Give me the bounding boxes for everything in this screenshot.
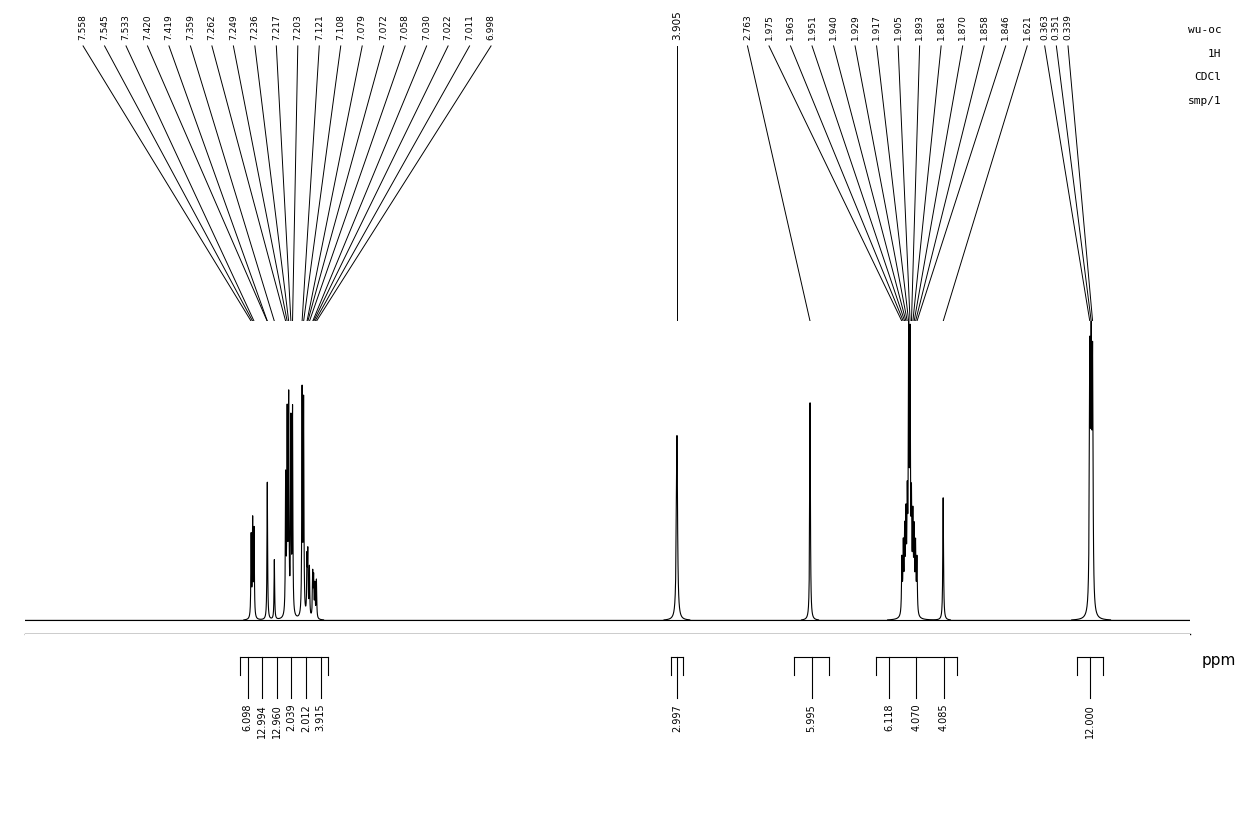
Text: 7.533: 7.533 [122, 13, 130, 39]
Text: 1.929: 1.929 [851, 14, 859, 39]
Text: 7.121: 7.121 [315, 14, 324, 39]
Text: 3.905: 3.905 [672, 10, 682, 39]
Text: 1H: 1H [1208, 49, 1221, 59]
Text: 1.917: 1.917 [872, 13, 882, 39]
Text: 7.072: 7.072 [379, 14, 388, 39]
Text: 7.058: 7.058 [401, 13, 409, 39]
Text: 2.997: 2.997 [672, 704, 682, 732]
Text: 1.846: 1.846 [1001, 14, 1011, 39]
Text: wu-oc: wu-oc [1188, 25, 1221, 35]
Text: 1.951: 1.951 [807, 13, 816, 39]
Text: 1.893: 1.893 [915, 13, 924, 39]
Text: 1.963: 1.963 [786, 13, 795, 39]
Text: ppm: ppm [1202, 653, 1236, 668]
Text: 2.763: 2.763 [743, 14, 751, 39]
Text: 1.870: 1.870 [959, 13, 967, 39]
Text: 12.994: 12.994 [257, 704, 268, 738]
Text: 1.881: 1.881 [936, 13, 946, 39]
Text: 7.022: 7.022 [444, 14, 453, 39]
Text: 1.975: 1.975 [765, 13, 774, 39]
Text: 7.030: 7.030 [422, 13, 432, 39]
Text: 4.085: 4.085 [939, 704, 949, 732]
Text: 1.621: 1.621 [1023, 14, 1032, 39]
Text: 7.079: 7.079 [357, 13, 367, 39]
Text: 4.070: 4.070 [911, 704, 921, 732]
Text: 0.363: 0.363 [1040, 13, 1049, 39]
Text: 1.940: 1.940 [830, 14, 838, 39]
Text: 7.108: 7.108 [336, 13, 345, 39]
Text: 12.000: 12.000 [1085, 704, 1095, 738]
Text: 0.339: 0.339 [1064, 13, 1073, 39]
Text: 6.118: 6.118 [884, 704, 894, 732]
Text: 2.039: 2.039 [286, 704, 296, 732]
Text: 7.558: 7.558 [78, 13, 88, 39]
Text: 7.236: 7.236 [250, 14, 259, 39]
Text: 7.203: 7.203 [294, 14, 303, 39]
Text: 7.011: 7.011 [465, 13, 474, 39]
Text: 7.545: 7.545 [100, 14, 109, 39]
Text: smp/1: smp/1 [1188, 96, 1221, 106]
Text: 12.960: 12.960 [272, 704, 281, 738]
Text: CDCl: CDCl [1194, 72, 1221, 82]
Text: 3.915: 3.915 [315, 704, 326, 732]
Text: 1.905: 1.905 [894, 13, 903, 39]
Text: 6.098: 6.098 [243, 704, 253, 732]
Text: 7.262: 7.262 [207, 14, 217, 39]
Text: 7.419: 7.419 [165, 14, 174, 39]
Text: 5.995: 5.995 [806, 704, 817, 732]
Text: 2.012: 2.012 [301, 704, 311, 732]
Text: 1.858: 1.858 [980, 13, 988, 39]
Text: 7.420: 7.420 [143, 14, 153, 39]
Text: 7.217: 7.217 [272, 14, 280, 39]
Text: 0.351: 0.351 [1052, 13, 1061, 39]
Text: 7.359: 7.359 [186, 13, 195, 39]
Text: 6.998: 6.998 [486, 13, 496, 39]
Text: 7.249: 7.249 [229, 14, 238, 39]
